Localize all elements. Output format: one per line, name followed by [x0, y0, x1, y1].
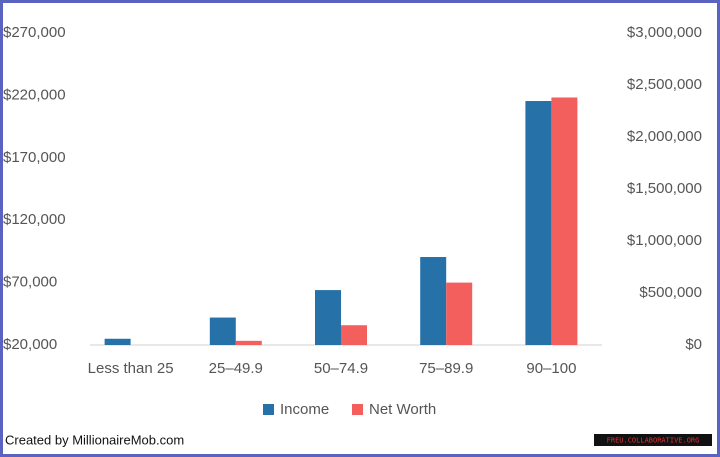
y2-tick-label: $2,000,000	[627, 128, 702, 145]
watermark-bg	[594, 434, 712, 446]
x-tick-label: 75–89.9	[419, 360, 473, 377]
legend-swatch	[263, 404, 274, 415]
bar	[315, 290, 341, 345]
legend-swatch	[352, 404, 363, 415]
y2-tick-label: $0	[685, 336, 702, 353]
legend-label: Income	[280, 401, 329, 418]
y-tick-label: $120,000	[3, 211, 66, 228]
y-tick-label: $170,000	[3, 149, 66, 166]
x-tick-label: 25–49.9	[209, 360, 263, 377]
bar	[551, 97, 578, 345]
y-tick-label: $20,000	[3, 336, 57, 353]
bar	[209, 317, 236, 345]
y-tick-label: $70,000	[3, 274, 57, 291]
y-tick-label: $220,000	[3, 86, 66, 103]
y2-tick-label: $2,500,000	[627, 76, 702, 93]
x-tick-label: 90–100	[526, 360, 576, 377]
bar	[235, 340, 262, 345]
bar	[446, 282, 473, 345]
credit: Created by MillionaireMob.com	[5, 432, 184, 447]
y2-tick-label: $1,500,000	[627, 180, 702, 197]
bar	[525, 101, 552, 346]
legend-label: Net Worth	[369, 401, 436, 418]
x-tick-label: 50–74.9	[314, 360, 368, 377]
x-tick-label: Less than 25	[88, 360, 174, 377]
y2-tick-label: $500,000	[639, 284, 702, 301]
y-tick-label: $270,000	[3, 24, 66, 41]
y2-tick-label: $1,000,000	[627, 232, 702, 249]
bar	[341, 325, 367, 345]
y2-tick-label: $3,000,000	[627, 24, 702, 41]
watermark: FREU.COLLABORATIVE.ORG	[607, 437, 700, 445]
bar	[104, 338, 131, 345]
bar	[420, 257, 447, 345]
